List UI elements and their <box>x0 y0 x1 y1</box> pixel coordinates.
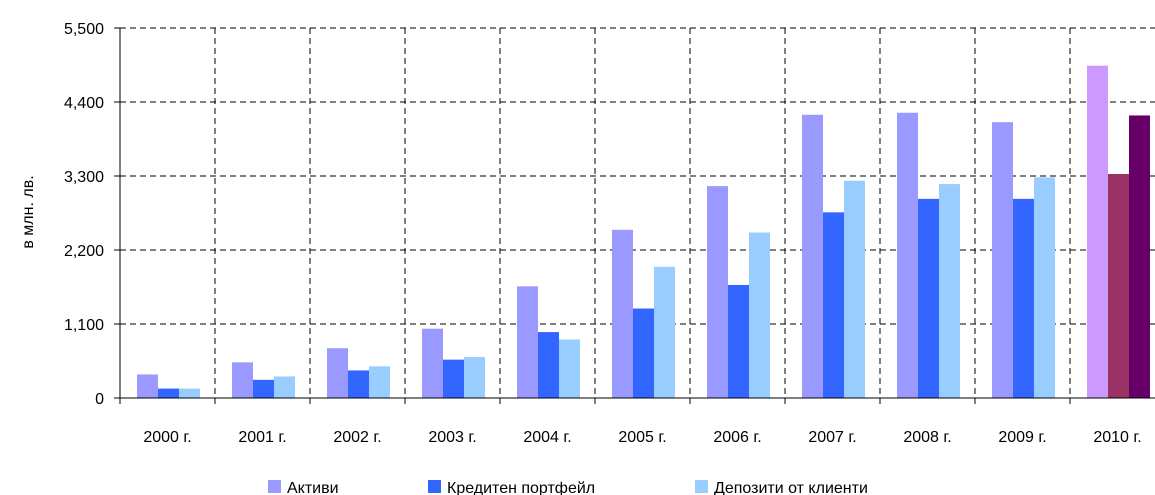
bar <box>422 328 443 398</box>
bar <box>633 308 654 398</box>
bar <box>1034 177 1055 398</box>
x-tick-label: 2008 г. <box>903 429 951 446</box>
x-tick-label: 2005 г. <box>618 429 666 446</box>
x-tick-label: 2009 г. <box>998 429 1046 446</box>
bar <box>517 286 538 398</box>
bar <box>992 122 1013 398</box>
bar <box>464 356 485 398</box>
bar <box>232 362 253 398</box>
tick-labels: 0 1,100 2,200 3,300 4,400 5,500 2000 г. 2001 г.… <box>64 21 1142 446</box>
x-tick-label: 2002 г. <box>333 429 381 446</box>
y-tick-label: 5,500 <box>64 21 104 38</box>
bar <box>1087 65 1108 398</box>
bar <box>939 184 960 398</box>
x-tick-label: 2004 г. <box>523 429 571 446</box>
bar <box>1108 173 1129 398</box>
bar <box>538 332 559 398</box>
legend-label: Депозити от клиенти <box>714 480 868 495</box>
legend-label: Кредитен портфейл <box>447 480 595 495</box>
x-tick-label: 2003 г. <box>428 429 476 446</box>
legend: Активи Кредитен портфейл Депозити от клиен… <box>268 480 868 495</box>
bar <box>897 112 918 398</box>
bar <box>253 379 274 398</box>
y-tick-label: 0 <box>95 391 104 408</box>
y-tick-label: 3,300 <box>64 169 104 186</box>
bar <box>1013 198 1034 398</box>
legend-label: Активи <box>287 480 339 495</box>
x-tick-label: 2010 г. <box>1093 429 1141 446</box>
bar <box>823 212 844 398</box>
bar <box>802 114 823 399</box>
bar <box>158 388 179 398</box>
bar <box>844 180 865 398</box>
bar <box>179 388 200 398</box>
x-tick-label: 2001 г. <box>238 429 286 446</box>
bar <box>443 359 464 398</box>
bar <box>327 348 348 398</box>
y-axis-label: в млн. лв. <box>20 175 37 248</box>
x-tick-label: 2000 г. <box>143 429 191 446</box>
y-tick-label: 4,400 <box>64 95 104 112</box>
bar <box>707 186 728 398</box>
bars <box>137 65 1150 399</box>
x-tick-label: 2007 г. <box>808 429 856 446</box>
grid <box>120 27 1155 398</box>
bar <box>749 232 770 398</box>
y-tick-label: 2,200 <box>64 243 104 260</box>
bar <box>348 370 369 398</box>
x-tick-label: 2006 г. <box>713 429 761 446</box>
bar <box>654 266 675 398</box>
bar <box>559 339 580 398</box>
legend-swatch <box>428 480 441 493</box>
bar <box>918 198 939 398</box>
legend-swatch <box>268 480 281 493</box>
legend-swatch <box>695 480 708 493</box>
bar <box>728 284 749 398</box>
axes <box>114 27 1155 404</box>
bar <box>137 374 158 398</box>
bar <box>612 229 633 398</box>
bar <box>1129 115 1150 399</box>
bar <box>369 366 390 398</box>
bar <box>274 376 295 398</box>
y-tick-label: 1,100 <box>64 317 104 334</box>
